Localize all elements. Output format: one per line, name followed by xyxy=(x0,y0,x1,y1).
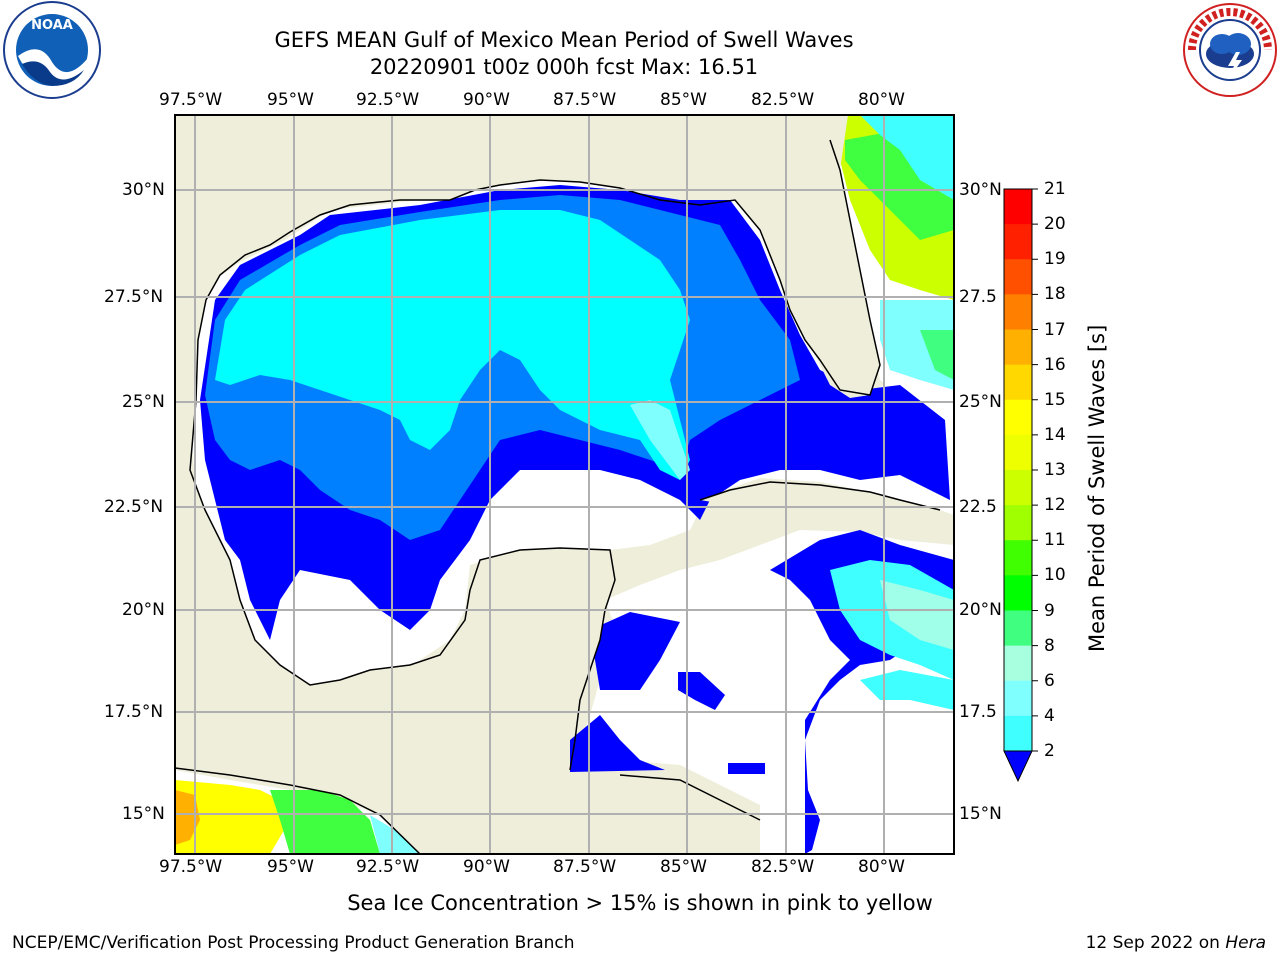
colorbar-extension xyxy=(1003,750,1033,783)
lon-label-top: 80°W xyxy=(858,90,905,110)
noaa-logo: NOAA xyxy=(0,0,104,104)
lat-label-right: 15°N xyxy=(959,804,1002,824)
swell-8-9s xyxy=(630,400,690,480)
map-title: GEFS MEAN Gulf of Mexico Mean Period of … xyxy=(274,28,854,52)
noaa-logo-text: NOAA xyxy=(31,18,73,33)
lon-label-bottom: 92.5°W xyxy=(356,857,420,877)
colorbar-swatch xyxy=(1004,189,1032,225)
colorbar-swatch xyxy=(1004,224,1032,260)
colorbar-tick-label: 15 xyxy=(1044,389,1066,410)
colorbar-tick-label: 16 xyxy=(1044,354,1066,375)
colorbar xyxy=(1003,188,1038,783)
lat-label-left: 20°N xyxy=(122,600,165,620)
colorbar-swatch xyxy=(1004,610,1032,647)
colorbar-swatch xyxy=(1004,399,1032,436)
colorbar-swatch xyxy=(1004,364,1032,401)
colorbar-tick-label: 21 xyxy=(1044,179,1066,199)
carib-swell-blue-patch4 xyxy=(728,763,765,774)
florida-land xyxy=(760,115,880,398)
nws-logo: NATIONAL WEATHER SERVICE xyxy=(1178,0,1280,100)
swell-6-8s xyxy=(215,210,690,480)
mexico-west-land xyxy=(175,115,835,640)
atlantic-swell-lime xyxy=(845,130,954,240)
colorbar-tick-label: 9 xyxy=(1044,600,1055,621)
lat-label-right: 25°N xyxy=(959,392,1002,412)
carib-swell-blue-patch3 xyxy=(570,715,665,772)
lon-label-bottom: 87.5°W xyxy=(553,857,617,877)
lon-label-top: 82.5°W xyxy=(751,90,815,110)
colorbar-tick-label: 19 xyxy=(1044,249,1066,270)
lat-label-right: 17.5 xyxy=(959,702,997,722)
colorbar-swatch xyxy=(1004,715,1032,752)
carib-swell-light xyxy=(880,580,954,650)
lat-label-right: 20°N xyxy=(959,600,1002,620)
lat-label-left: 30°N xyxy=(122,180,165,200)
lon-label-top: 92.5°W xyxy=(356,90,420,110)
map-frame xyxy=(174,114,955,855)
colorbar-swatch xyxy=(1004,434,1032,471)
lon-label-bottom: 82.5°W xyxy=(751,857,815,877)
colorbar-tick-label: 14 xyxy=(1044,424,1066,445)
central-america-land xyxy=(175,640,760,854)
footer-date: 12 Sep 2022 on xyxy=(1085,933,1220,953)
colorbar-swatch xyxy=(1004,680,1032,717)
colorbar-tick-label: 18 xyxy=(1044,284,1066,305)
colorbar-tick-label: 6 xyxy=(1044,670,1055,691)
sea-ice-note: Sea Ice Concentration > 15% is shown in … xyxy=(347,891,933,915)
footer-host: Hera xyxy=(1225,933,1266,953)
map-subtitle: 20220901 t00z 000h fcst Max: 16.51 xyxy=(369,55,759,79)
colorbar-swatch xyxy=(1004,645,1032,682)
lat-label-right: 30°N xyxy=(959,180,1002,200)
coastlines xyxy=(175,139,941,854)
lon-label-bottom: 95°W xyxy=(267,857,314,877)
lon-label-bottom: 97.5°W xyxy=(159,857,223,877)
footer-right: 12 Sep 2022 on Hera xyxy=(1086,933,1266,953)
colorbar-swatch xyxy=(1004,540,1032,576)
colorbar-title: Mean Period of Swell Waves [s] xyxy=(1085,324,1109,652)
colorbar-tick-label: 10 xyxy=(1044,565,1066,586)
lon-label-bottom: 85°W xyxy=(660,857,707,877)
lat-label-right: 27.5 xyxy=(959,287,997,307)
lat-label-left: 25°N xyxy=(122,392,165,412)
lat-label-left: 15°N xyxy=(122,804,165,824)
pacific-swell-orange xyxy=(175,790,200,845)
colorbar-swatch xyxy=(1004,470,1032,506)
lon-label-top: 90°W xyxy=(463,90,510,110)
colorbar-tick-label: 17 xyxy=(1044,319,1066,340)
lon-label-top: 87.5°W xyxy=(553,90,617,110)
pacific-swell-yellow xyxy=(175,780,290,854)
lat-label-left: 27.5°N xyxy=(104,287,164,307)
lat-label-left: 17.5°N xyxy=(104,702,164,722)
lon-label-bottom: 80°W xyxy=(858,857,905,877)
lat-label-left: 22.5°N xyxy=(104,497,164,517)
carib-swell-blue-patch1 xyxy=(590,612,680,690)
colorbar-swatch xyxy=(1004,329,1032,366)
colorbar-tick-label: 13 xyxy=(1044,460,1066,480)
carib-swell-blue-patch2 xyxy=(678,672,725,710)
graticule xyxy=(175,115,954,854)
nws-logo-text: NATIONAL WEATHER SERVICE xyxy=(1178,0,1179,1)
lon-label-bottom: 90°W xyxy=(463,857,510,877)
colorbar-tick-label: 8 xyxy=(1044,635,1055,656)
pacific-swell-green xyxy=(270,790,380,854)
bahamas-swell-green xyxy=(920,330,954,380)
colorbar-swatch xyxy=(1004,294,1032,330)
colorbar-tick-label: 4 xyxy=(1044,705,1055,726)
lon-label-top: 85°W xyxy=(660,90,707,110)
colorbar-swatch xyxy=(1004,505,1032,541)
lat-label-right: 22.5 xyxy=(959,497,997,517)
colorbar-tick-label: 2 xyxy=(1044,741,1055,761)
footer-left: NCEP/EMC/Verification Post Processing Pr… xyxy=(12,933,575,953)
lon-label-top: 97.5°W xyxy=(159,90,223,110)
colorbar-tick-label: 12 xyxy=(1044,495,1066,516)
colorbar-swatch xyxy=(1004,259,1032,295)
colorbar-tick-label: 20 xyxy=(1044,214,1066,235)
colorbar-swatch xyxy=(1004,575,1032,611)
pacific-swell-cyan xyxy=(370,815,420,854)
lon-label-top: 95°W xyxy=(267,90,314,110)
colorbar-tick-label: 11 xyxy=(1044,530,1066,551)
